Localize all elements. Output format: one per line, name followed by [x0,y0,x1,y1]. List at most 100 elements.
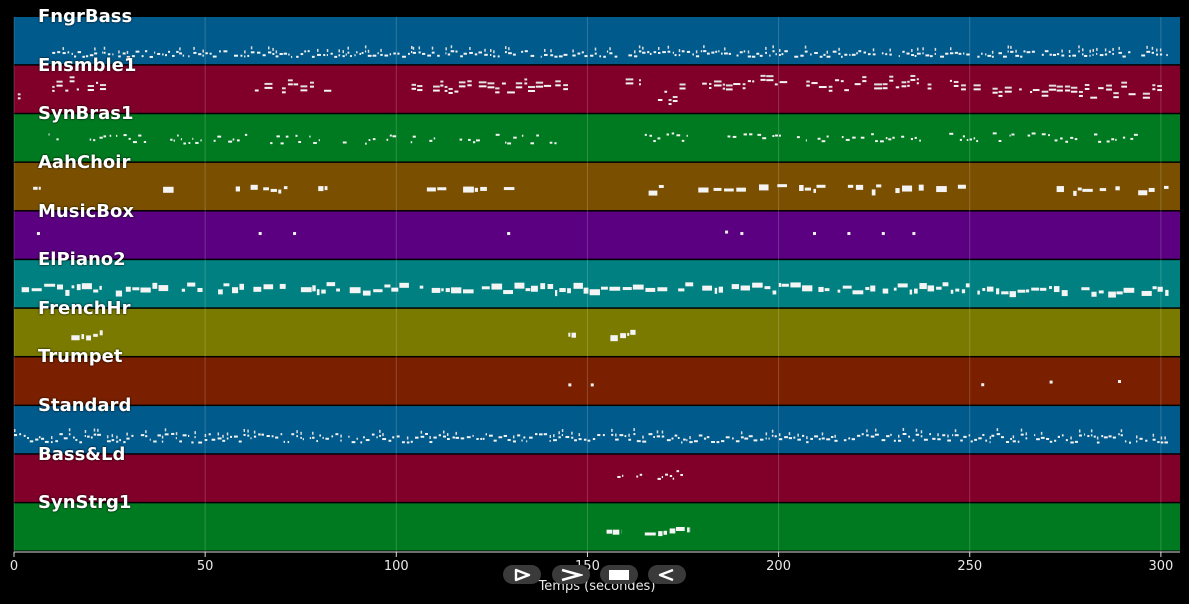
note [1142,92,1150,95]
note [981,383,985,387]
track-lane[interactable] [14,357,1180,405]
note [937,433,939,437]
note [1010,437,1012,440]
track-lane[interactable] [14,17,1180,65]
note [685,282,694,287]
track-lane[interactable] [14,211,1180,259]
note [914,54,917,57]
note [218,289,223,295]
note [1156,53,1159,56]
note [162,53,164,56]
note [168,50,171,53]
note [536,134,539,137]
note [62,52,66,55]
note [676,470,680,473]
note [275,436,279,439]
note [881,439,886,442]
note [145,430,147,434]
note [1117,380,1121,384]
note [236,139,240,142]
note [818,86,827,89]
note [501,82,506,85]
note [806,84,810,87]
track-lane[interactable] [14,406,1180,454]
track-lane[interactable] [14,114,1180,162]
note [1025,289,1030,293]
note [1046,437,1050,440]
note [555,84,561,87]
note [624,435,627,438]
note [875,140,878,143]
note [488,434,493,437]
note [996,288,1000,295]
track-lane[interactable] [14,454,1180,502]
note [187,282,196,287]
note [1009,291,1016,298]
note [402,55,406,58]
track-lane[interactable] [14,65,1180,113]
track-lane[interactable] [14,260,1180,308]
note [21,287,30,293]
track-lane[interactable] [14,503,1180,551]
note [36,232,40,236]
note [445,288,450,293]
note [658,531,663,537]
note [714,84,722,87]
note [666,439,671,442]
note [112,53,114,56]
note [1025,437,1028,440]
note [906,52,910,55]
track-label: SynBras1 [38,103,134,125]
note [549,434,552,438]
note [65,89,69,92]
note [293,83,299,86]
track-lane[interactable] [14,308,1180,356]
note [771,434,774,437]
note [288,53,290,56]
note [340,439,342,442]
note [852,136,856,139]
note [389,53,392,56]
rewind-button[interactable] [648,565,686,584]
note [989,436,992,440]
note [571,332,576,338]
track-lane[interactable] [14,162,1180,211]
note [973,88,981,91]
stop-button[interactable] [600,565,638,584]
note [261,433,264,436]
note [736,54,739,57]
note [539,433,543,436]
note [784,50,788,53]
note [1036,438,1040,441]
note [854,83,861,86]
note [870,435,875,438]
note [907,84,910,87]
note [949,132,954,135]
note [1157,85,1162,88]
note [1089,54,1091,57]
note [429,436,431,440]
note [1012,440,1016,443]
forward-button[interactable] [552,565,590,584]
note [1061,290,1068,297]
note [1054,439,1057,442]
note [126,432,128,436]
note [740,232,744,236]
note [173,139,175,142]
note [636,440,641,443]
note [1026,51,1031,54]
note [583,287,589,294]
note [828,85,833,88]
note [182,54,185,57]
play-button[interactable] [503,565,541,584]
note [295,134,298,137]
note [1077,187,1082,191]
note [725,230,729,234]
note [672,100,678,103]
note [1164,436,1166,440]
note [834,439,838,442]
note [914,136,917,139]
note [512,440,516,443]
note [706,436,710,439]
